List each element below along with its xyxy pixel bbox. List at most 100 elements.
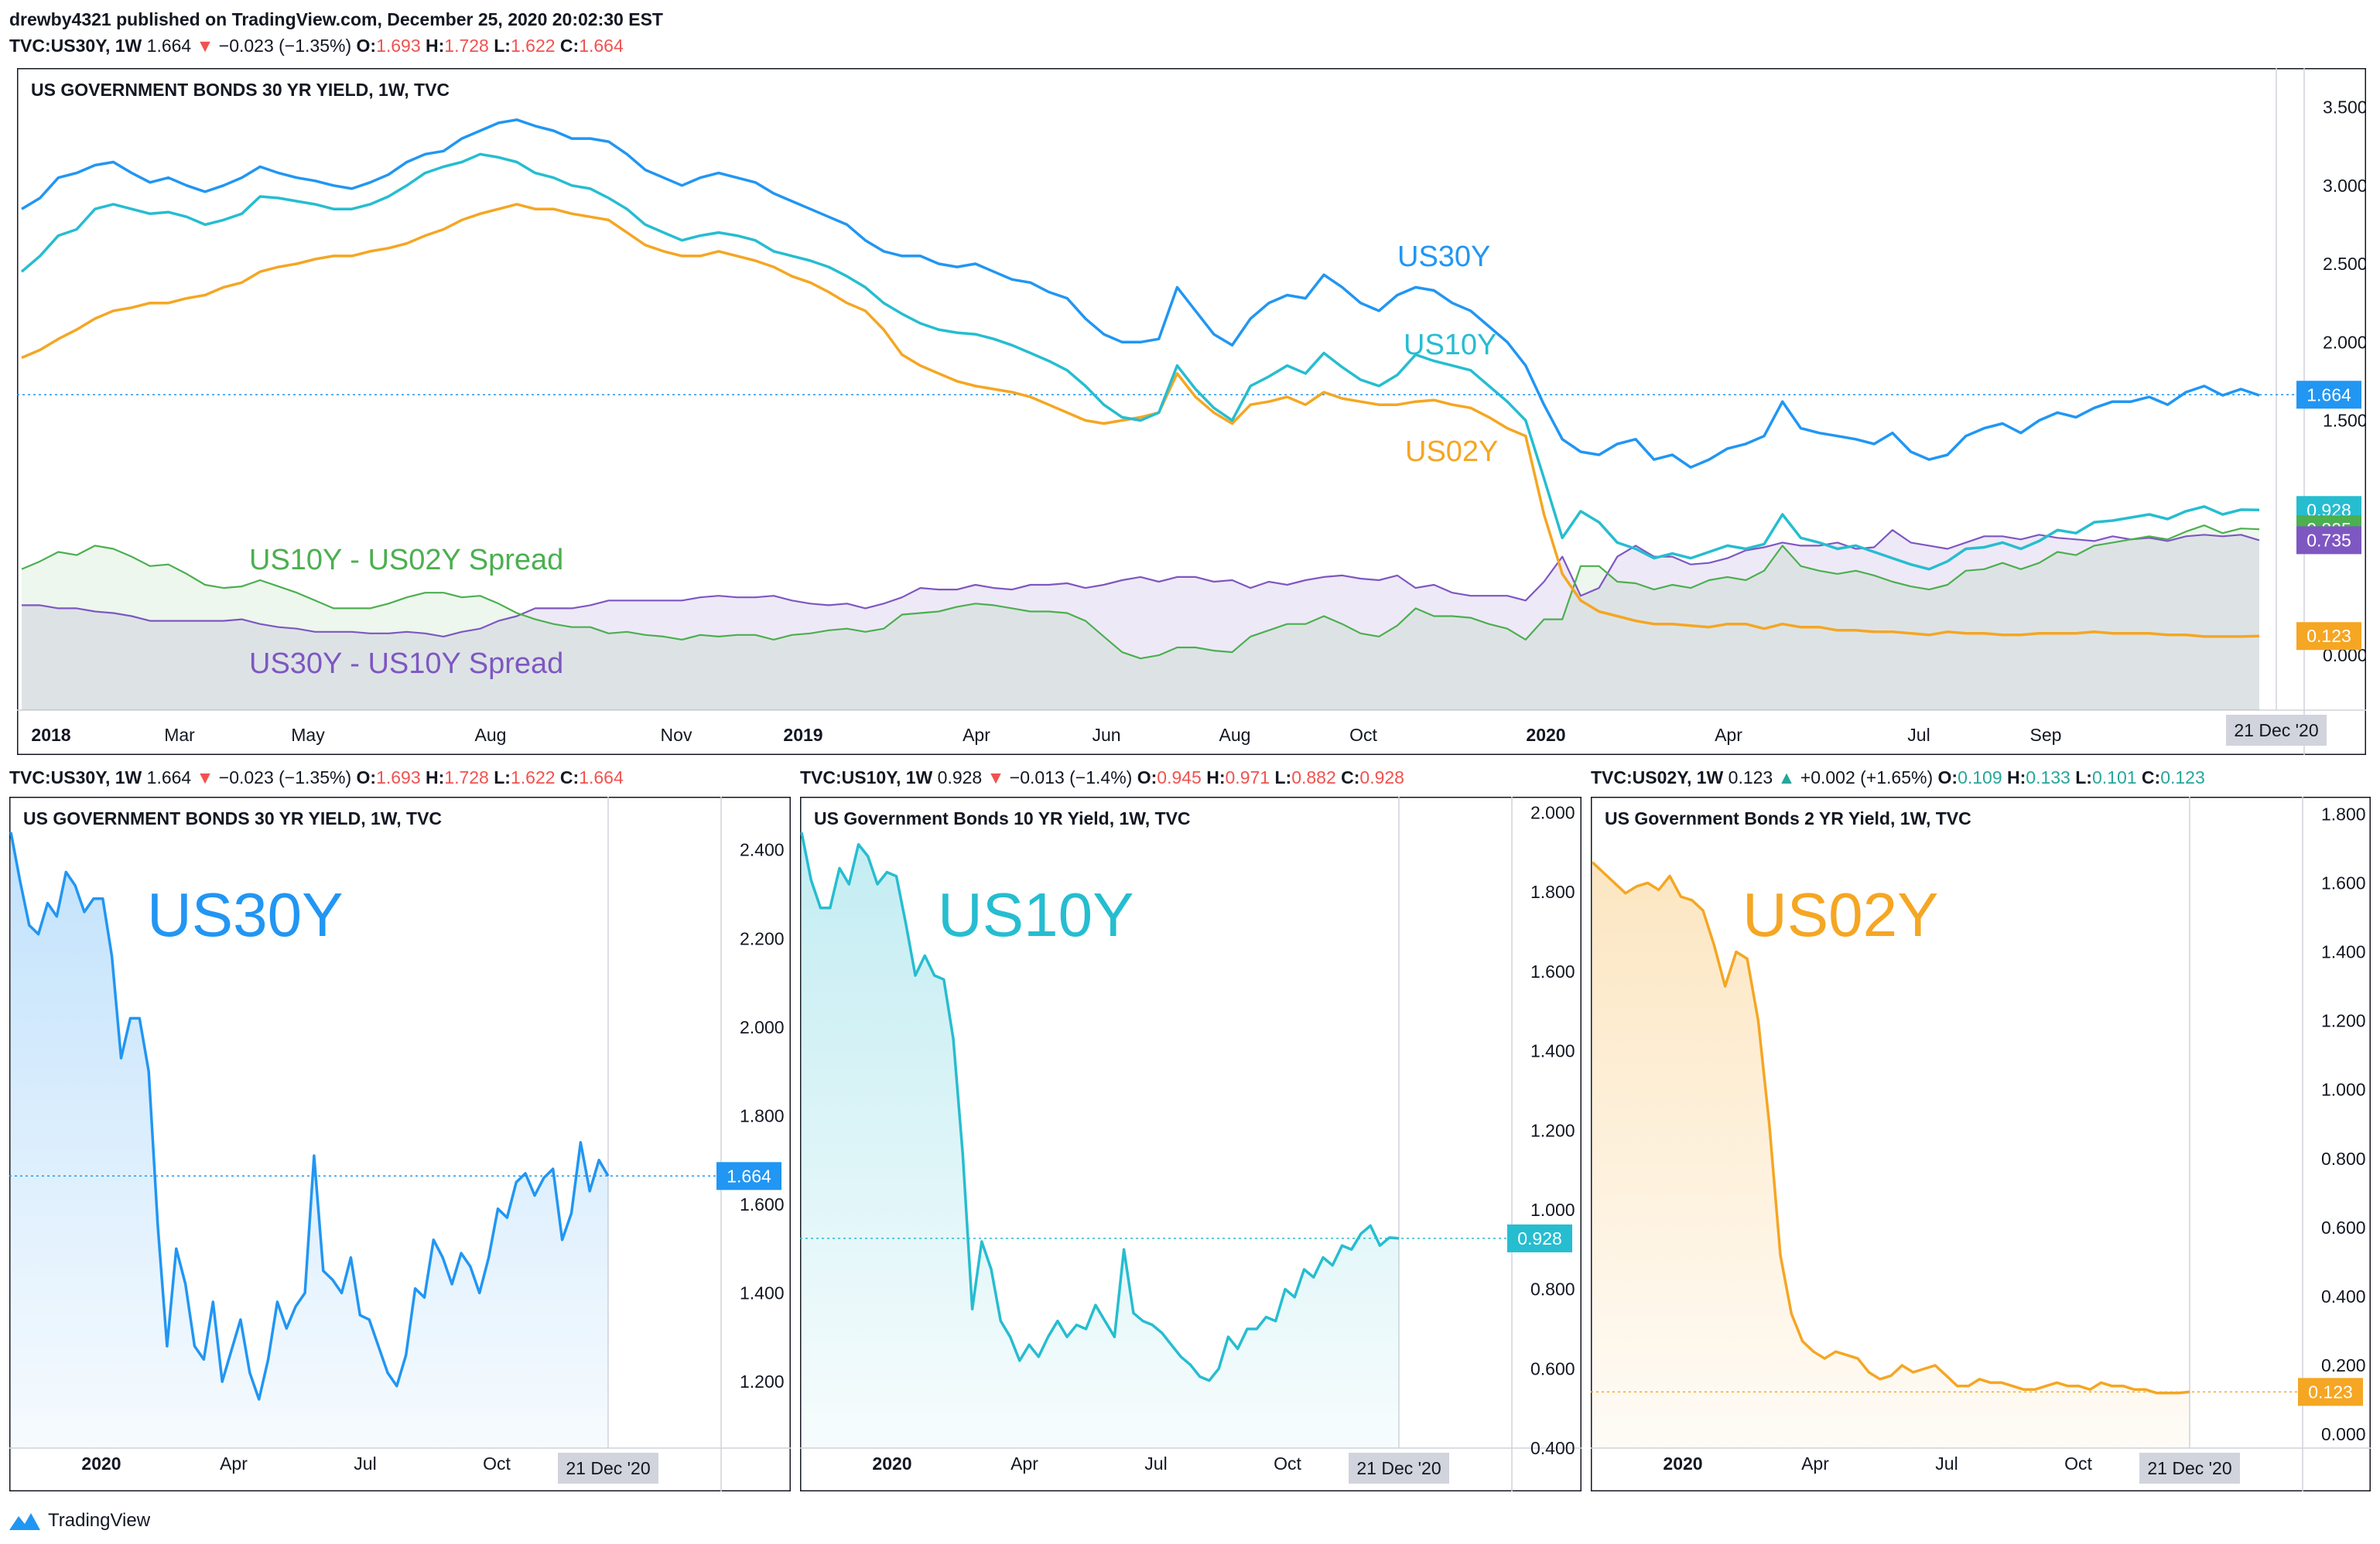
- ohlc-line: TVC:US30Y, 1W 1.664 ▼ −0.023 (−1.35%) O:…: [9, 32, 663, 59]
- us02-chart-svg[interactable]: US Government Bonds 2 YR Yield, 1W, TVC 1…: [1591, 797, 2371, 1491]
- cursor-time-label: 21 Dec '20: [2147, 1458, 2231, 1478]
- x-tick-label: Oct: [1349, 725, 1377, 745]
- main-last: 1.664: [146, 36, 192, 56]
- y-tick-label: 0.800: [2321, 1149, 2366, 1169]
- y-tick-label: 2.400: [740, 840, 785, 860]
- cursor-time-badge: [2139, 1453, 2240, 1484]
- low-label: L:: [1274, 767, 1292, 787]
- high-value: 1.728: [444, 767, 489, 787]
- x-tick-label: Oct: [2064, 1453, 2092, 1474]
- x-tick-label: Aug: [475, 725, 507, 745]
- us30-price-badge: [2296, 381, 2361, 409]
- ticker[interactable]: TVC:US02Y, 1W: [1591, 767, 1724, 787]
- x-tick-label: Jul: [1907, 725, 1930, 745]
- series-big-label: US30Y: [147, 880, 343, 949]
- ticker[interactable]: TVC:US30Y, 1W: [9, 767, 142, 787]
- x-tick-label: 2020: [1526, 725, 1565, 745]
- x-tick-label: Apr: [963, 725, 990, 745]
- us30-chart-svg[interactable]: US GOVERNMENT BONDS 30 YR YIELD, 1W, TVC…: [9, 797, 791, 1491]
- y-tick-label: 1.400: [740, 1283, 785, 1303]
- y-tick-label: 2.200: [740, 928, 785, 948]
- us02-price-badge: [2296, 622, 2361, 651]
- y-tick-label: 1.000: [1530, 1200, 1575, 1220]
- chart-title: US Government Bonds 10 YR Yield, 1W, TVC: [814, 808, 1191, 828]
- chart-title: US GOVERNMENT BONDS 30 YR YIELD, 1W, TVC: [31, 80, 450, 100]
- y-tick-label: 3.000: [2323, 176, 2366, 196]
- main-ticker[interactable]: TVC:US30Y, 1W: [9, 36, 142, 56]
- sub-header-us02: TVC:US02Y, 1W 0.123 ▲ +0.002 (+1.65%) O:…: [1591, 764, 2205, 791]
- us10-chart-pane[interactable]: US Government Bonds 10 YR Yield, 1W, TVC…: [800, 797, 1582, 1491]
- y-tick-label: 2.500: [2323, 254, 2366, 274]
- us10-chart-svg[interactable]: US Government Bonds 10 YR Yield, 1W, TVC…: [800, 797, 1582, 1491]
- us02-line: [21, 203, 2260, 638]
- spread2-line: [22, 529, 2260, 638]
- low-value: 1.622: [510, 767, 556, 787]
- series-line: [800, 832, 1400, 1382]
- last-price-badge-text: 0.928: [1517, 1228, 1562, 1249]
- down-arrow-icon: ▼: [196, 36, 214, 56]
- x-tick-label: Jul: [1144, 1453, 1167, 1474]
- x-tick-label: Jul: [1935, 1453, 1958, 1474]
- x-tick-label: Apr: [1801, 1453, 1829, 1474]
- series-line: [1591, 861, 2190, 1395]
- low-value: 0.101: [2091, 767, 2137, 787]
- series-big-label: US10Y: [938, 880, 1134, 949]
- change: −0.013 (−1.4%): [1009, 767, 1133, 787]
- cursor-time-label: 21 Dec '20: [2234, 720, 2318, 740]
- main-chart-pane[interactable]: US GOVERNMENT BONDS 30 YR YIELD, 1W, TVC…: [17, 68, 2366, 755]
- page-header: drewby4321 published on TradingView.com,…: [9, 6, 663, 59]
- high-label: H:: [1206, 767, 1226, 787]
- spread2-price-badge-text: 0.735: [2306, 530, 2351, 550]
- series-area: [802, 832, 1399, 1448]
- y-tick-label: 3.500: [2323, 97, 2366, 118]
- high-label: H:: [2007, 767, 2026, 787]
- close-label: C:: [1341, 767, 1360, 787]
- series-area: [1592, 862, 2190, 1448]
- high-value: 0.971: [1225, 767, 1270, 787]
- x-tick-label: Apr: [1715, 725, 1742, 745]
- x-tick-label: 2020: [1663, 1453, 1702, 1474]
- x-tick-label: Oct: [483, 1453, 511, 1474]
- up-arrow-icon: ▲: [1777, 767, 1796, 787]
- y-tick-label: 0.200: [2321, 1355, 2366, 1375]
- us30-price-badge-text: 1.664: [2306, 384, 2351, 405]
- y-tick-label: 1.400: [2321, 941, 2366, 962]
- spread2-annotation: US30Y - US10Y Spread: [249, 647, 563, 680]
- us02-price-badge-text: 0.123: [2306, 626, 2351, 646]
- y-tick-label: 1.200: [740, 1371, 785, 1392]
- low-label: L:: [494, 36, 511, 56]
- x-tick-label: 2018: [31, 725, 70, 745]
- x-tick-label: Oct: [1274, 1453, 1301, 1474]
- last-price-badge: [1507, 1224, 1572, 1252]
- main-chart-svg[interactable]: US GOVERNMENT BONDS 30 YR YIELD, 1W, TVC…: [17, 68, 2366, 755]
- down-arrow-icon: ▼: [196, 767, 214, 787]
- x-tick-label: Mar: [164, 725, 195, 745]
- series-line: [9, 832, 610, 1401]
- cursor-time-badge: [1349, 1453, 1449, 1484]
- x-tick-label: Apr: [1010, 1453, 1038, 1474]
- open-value: 1.693: [376, 36, 421, 56]
- close-value: 0.928: [1359, 767, 1404, 787]
- chart-title: US GOVERNMENT BONDS 30 YR YIELD, 1W, TVC: [23, 808, 442, 828]
- spread2-area: [22, 530, 2259, 710]
- x-tick-label: Jun: [1092, 725, 1120, 745]
- y-tick-label: 0.400: [2321, 1286, 2366, 1307]
- high-value: 0.133: [2026, 767, 2071, 787]
- y-tick-label: 1.600: [2321, 873, 2366, 893]
- chart-title: US Government Bonds 2 YR Yield, 1W, TVC: [1605, 808, 1971, 828]
- x-tick-label: Apr: [220, 1453, 248, 1474]
- publish-info: drewby4321 published on TradingView.com,…: [9, 9, 663, 29]
- close-label: C:: [559, 767, 580, 787]
- ticker[interactable]: TVC:US10Y, 1W: [800, 767, 933, 787]
- us30-chart-pane[interactable]: US GOVERNMENT BONDS 30 YR YIELD, 1W, TVC…: [9, 797, 791, 1491]
- x-tick-label: 2019: [783, 725, 822, 745]
- y-tick-label: 0.600: [1530, 1358, 1575, 1378]
- spread1-annotation: US10Y - US02Y Spread: [249, 544, 563, 576]
- us02-chart-pane[interactable]: US Government Bonds 2 YR Yield, 1W, TVC 1…: [1591, 797, 2371, 1491]
- last: 0.123: [1728, 767, 1773, 787]
- us30-annotation: US30Y: [1397, 241, 1490, 273]
- y-tick-label: 1.400: [1530, 1041, 1575, 1061]
- y-tick-label: 0.600: [2321, 1218, 2366, 1238]
- x-tick-label: Aug: [1219, 725, 1251, 745]
- tradingview-brand[interactable]: TradingView: [48, 1510, 151, 1531]
